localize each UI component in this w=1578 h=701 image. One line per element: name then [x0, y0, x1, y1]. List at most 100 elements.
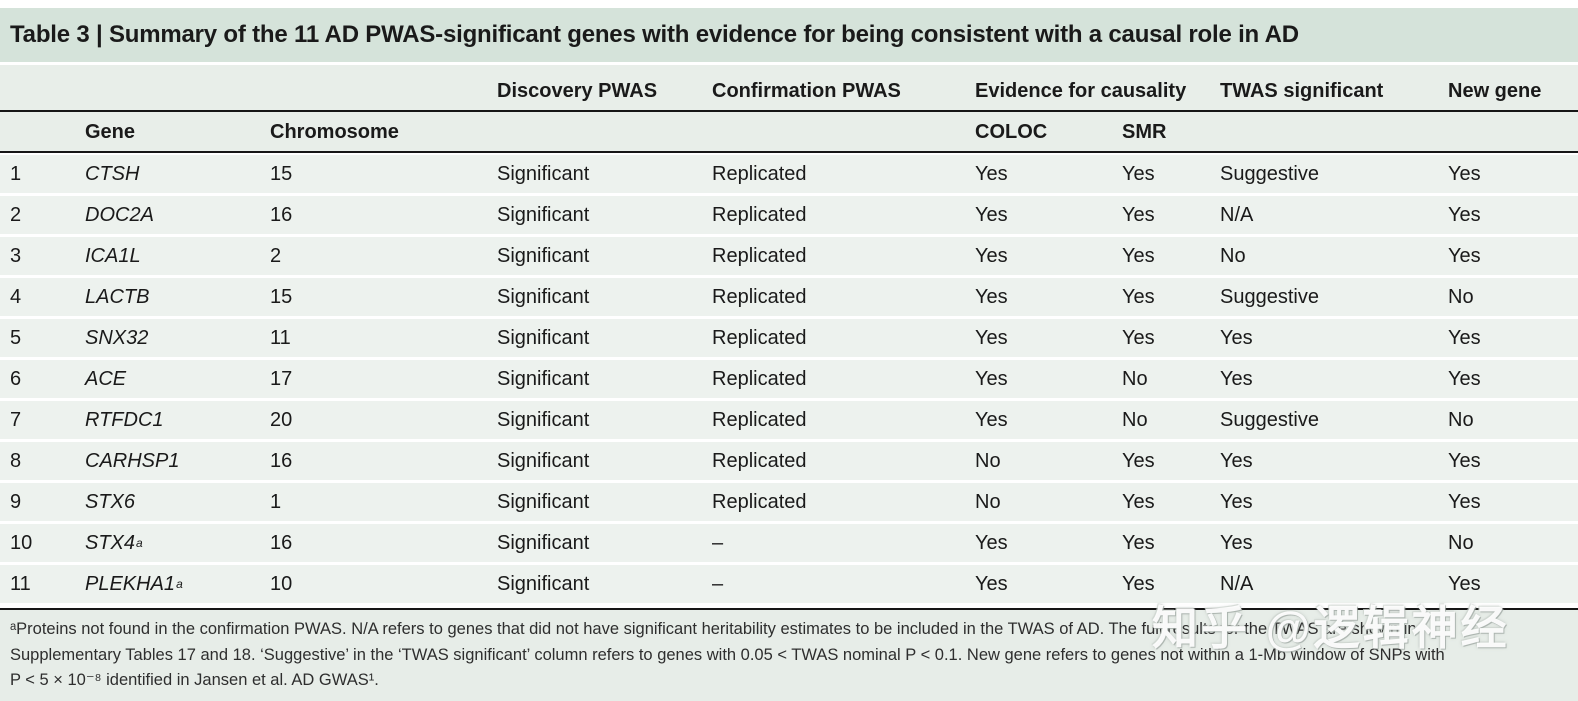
- cell-confirmation: Replicated: [712, 449, 807, 472]
- table-row: 3 ICA1L 2 Significant Replicated Yes Yes No Yes: [0, 237, 1578, 275]
- cell-num: 9: [10, 490, 22, 513]
- col-header-discovery-pwas: Discovery PWAS: [497, 80, 658, 102]
- header-row-subcolumns: Gene Chromosome COLOC SMR: [0, 112, 1578, 153]
- cell-chromosome: 11: [270, 326, 291, 349]
- table-row: 6 ACE 17 Significant Replicated Yes No Yes Yes: [0, 360, 1578, 398]
- cell-twas: No: [1220, 244, 1246, 267]
- cell-gene: SNX32: [85, 326, 149, 349]
- table-row: 7 RTFDC1 20 Significant Replicated Yes No Sugge…: [0, 401, 1578, 439]
- cell-twas: Suggestive: [1220, 285, 1319, 308]
- cell-discovery: Significant: [497, 531, 590, 554]
- spacer: [0, 112, 85, 151]
- cell-smr: Yes: [1122, 572, 1155, 595]
- cell-chromosome: 16: [270, 203, 293, 226]
- cell-coloc: No: [975, 490, 1001, 513]
- cell-gene: CTSH: [85, 162, 140, 185]
- cell-new-gene: Yes: [1448, 203, 1481, 226]
- footnote-line: ᵃProteins not found in the confirmation …: [10, 620, 1417, 638]
- table-row: 8 CARHSP1 16 Significant Replicated No Yes Yes Y…: [0, 442, 1578, 480]
- cell-gene: STX6: [85, 490, 136, 513]
- cell-coloc: Yes: [975, 531, 1008, 554]
- cell-coloc: Yes: [975, 572, 1008, 595]
- cell-new-gene: Yes: [1448, 449, 1481, 472]
- cell-chromosome: 15: [270, 285, 293, 308]
- cell-twas: Yes: [1220, 449, 1253, 472]
- cell-smr: Yes: [1122, 285, 1155, 308]
- cell-new-gene: Yes: [1448, 244, 1481, 267]
- spacer: [497, 112, 712, 151]
- cell-smr: Yes: [1122, 531, 1155, 554]
- cell-new-gene: Yes: [1448, 572, 1481, 595]
- cell-num: 4: [10, 285, 22, 308]
- cell-coloc: Yes: [975, 408, 1008, 431]
- cell-smr: Yes: [1122, 203, 1155, 226]
- spacer: [712, 112, 975, 151]
- cell-confirmation: Replicated: [712, 162, 807, 185]
- col-header-new-gene: New gene: [1448, 80, 1542, 102]
- cell-twas: Suggestive: [1220, 162, 1319, 185]
- cell-smr: No: [1122, 367, 1148, 390]
- spacer: [1448, 112, 1578, 151]
- footnote-line: Supplementary Tables 17 and 18. ‘Suggest…: [10, 645, 1445, 664]
- cell-new-gene: Yes: [1448, 367, 1481, 390]
- cell-new-gene: No: [1448, 531, 1474, 554]
- cell-discovery: Significant: [497, 490, 590, 513]
- cell-discovery: Significant: [497, 162, 590, 185]
- cell-coloc: Yes: [975, 244, 1008, 267]
- cell-num: 10: [10, 531, 33, 554]
- spacer: [0, 65, 85, 110]
- col-header-smr: SMR: [1122, 121, 1167, 143]
- cell-num: 8: [10, 449, 22, 472]
- cell-twas: Suggestive: [1220, 408, 1319, 431]
- col-header-gene: Gene: [85, 121, 136, 143]
- table-title-band: Table 3 | Summary of the 11 AD PWAS-sign…: [0, 8, 1578, 62]
- cell-confirmation: Replicated: [712, 367, 807, 390]
- cell-twas: Yes: [1220, 531, 1253, 554]
- cell-new-gene: No: [1448, 285, 1474, 308]
- cell-confirmation: –: [712, 531, 724, 554]
- cell-chromosome: 10: [270, 572, 293, 595]
- cell-confirmation: Replicated: [712, 408, 807, 431]
- cell-confirmation: Replicated: [712, 326, 807, 349]
- cell-confirmation: Replicated: [712, 244, 807, 267]
- cell-gene: DOC2A: [85, 203, 154, 226]
- cell-discovery: Significant: [497, 285, 590, 308]
- table-row: 4 LACTB 15 Significant Replicated Yes Yes Sugge…: [0, 278, 1578, 316]
- cell-chromosome: 1: [270, 490, 282, 513]
- cell-confirmation: Replicated: [712, 203, 807, 226]
- cell-discovery: Significant: [497, 408, 590, 431]
- cell-num: 11: [10, 572, 31, 595]
- cell-chromosome: 20: [270, 408, 293, 431]
- table-row: 10 STX4 a 16 Significant – Yes Yes Yes No: [0, 524, 1578, 562]
- cell-discovery: Significant: [497, 326, 590, 349]
- table-row: 5 SNX32 11 Significant Replicated Yes Yes Yes Ye…: [0, 319, 1578, 357]
- cell-gene: LACTB: [85, 285, 150, 308]
- cell-gene: ICA1L: [85, 244, 141, 267]
- cell-gene: CARHSP1: [85, 449, 180, 472]
- cell-num: 3: [10, 244, 22, 267]
- col-header-twas-significant: TWAS significant: [1220, 80, 1384, 102]
- cell-twas: Yes: [1220, 490, 1253, 513]
- cell-num: 1: [10, 162, 22, 185]
- cell-smr: Yes: [1122, 162, 1155, 185]
- cell-new-gene: Yes: [1448, 162, 1481, 185]
- table-row: 9 STX6 1 Significant Replicated No Yes Yes Yes: [0, 483, 1578, 521]
- cell-chromosome: 15: [270, 162, 293, 185]
- cell-new-gene: No: [1448, 408, 1474, 431]
- cell-discovery: Significant: [497, 572, 590, 595]
- table-footnote: ᵃProteins not found in the confirmation …: [0, 608, 1578, 701]
- cell-confirmation: Replicated: [712, 285, 807, 308]
- cell-new-gene: Yes: [1448, 490, 1481, 513]
- cell-smr: No: [1122, 408, 1148, 431]
- cell-gene: STX4 a: [85, 531, 143, 554]
- cell-gene: PLEKHA1 a: [85, 572, 183, 595]
- cell-twas: Yes: [1220, 367, 1253, 390]
- cell-discovery: Significant: [497, 449, 590, 472]
- cell-smr: Yes: [1122, 449, 1155, 472]
- cell-twas: N/A: [1220, 203, 1254, 226]
- cell-num: 7: [10, 408, 22, 431]
- cell-chromosome: 17: [270, 367, 293, 390]
- cell-coloc: Yes: [975, 285, 1008, 308]
- table-row: 11 PLEKHA1 a 10 Significant – Yes Yes N/A Yes: [0, 565, 1578, 603]
- cell-confirmation: Replicated: [712, 490, 807, 513]
